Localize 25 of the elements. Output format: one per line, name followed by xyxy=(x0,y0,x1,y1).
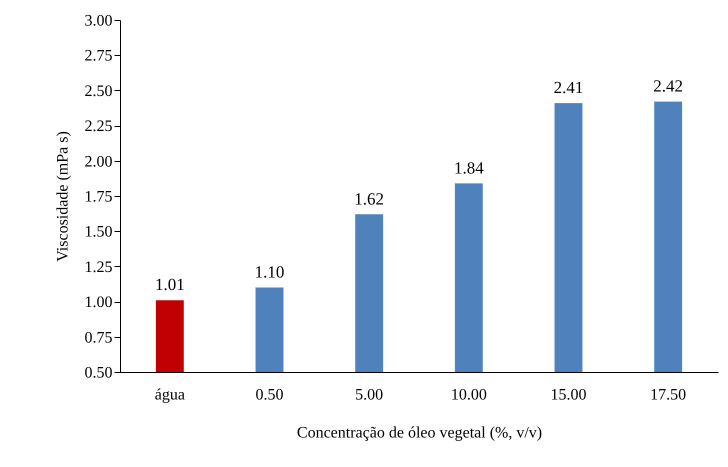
y-tick-label: 1.00 xyxy=(84,294,112,312)
y-axis-title: Viscosidade (mPa s) xyxy=(54,131,72,262)
data-label: 2.42 xyxy=(653,76,684,96)
data-label: 2.41 xyxy=(554,78,584,98)
data-label: 1.10 xyxy=(254,262,284,282)
data-label: 1.01 xyxy=(154,275,185,294)
y-tick-label: 1.50 xyxy=(84,224,112,241)
x-tick-label: água xyxy=(154,386,185,404)
y-tick-label: 2.25 xyxy=(84,118,112,136)
y-tick-label: 2.50 xyxy=(84,82,112,100)
x-axis-title: Concentração de óleo vegetal (%, v/v) xyxy=(296,424,542,442)
y-tick-label: 3.00 xyxy=(84,12,112,30)
y-tick-label: 2.75 xyxy=(84,48,112,65)
x-tick-label: 17.50 xyxy=(650,386,686,404)
y-tick-label: 0.50 xyxy=(84,364,112,382)
y-tick-label: 1.75 xyxy=(84,188,112,206)
y-tick-label: 2.00 xyxy=(84,153,112,170)
x-tick-label: 15.00 xyxy=(550,386,586,404)
x-tick-label: 0.50 xyxy=(256,386,284,404)
y-tick-label: 0.75 xyxy=(84,329,112,346)
y-tick-label: 1.25 xyxy=(84,258,112,276)
x-tick-label: 10.00 xyxy=(450,386,487,404)
data-label: 1.84 xyxy=(454,158,484,178)
x-tick-label: 5.00 xyxy=(355,386,384,404)
data-label: 1.62 xyxy=(354,189,384,208)
